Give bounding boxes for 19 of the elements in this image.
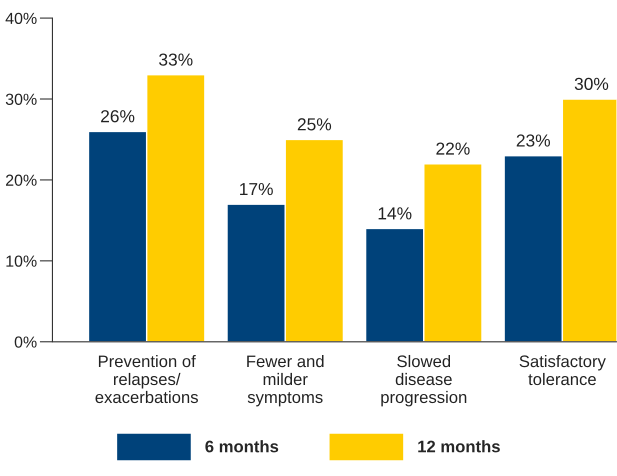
data-label: 22%: [436, 142, 470, 155]
data-label: 25%: [298, 118, 332, 130]
x-tick-label: Satisfactory tolerance: [520, 354, 606, 386]
data-label: 23%: [516, 134, 550, 147]
legend-label: 6 months: [205, 440, 278, 452]
data-label: 26%: [101, 110, 134, 122]
x-tick-label: Prevention of relapses/ exacerbations: [95, 354, 198, 404]
y-tick-label: 20%: [6, 174, 37, 186]
data-label: 14%: [378, 207, 412, 220]
x-tick-label: Slowed disease progression: [381, 354, 466, 406]
y-tick-label: 30%: [6, 94, 37, 105]
y-tick-label: 40%: [6, 12, 37, 24]
legend-label: 12 months: [418, 440, 500, 452]
y-tick-label: 10%: [6, 255, 37, 267]
data-label: 17%: [240, 183, 273, 196]
y-tick-label: 0%: [14, 336, 37, 348]
x-tick-label: Fewer and milder symptoms: [247, 354, 324, 406]
data-label: 33%: [159, 53, 193, 66]
data-label: 30%: [574, 78, 608, 90]
